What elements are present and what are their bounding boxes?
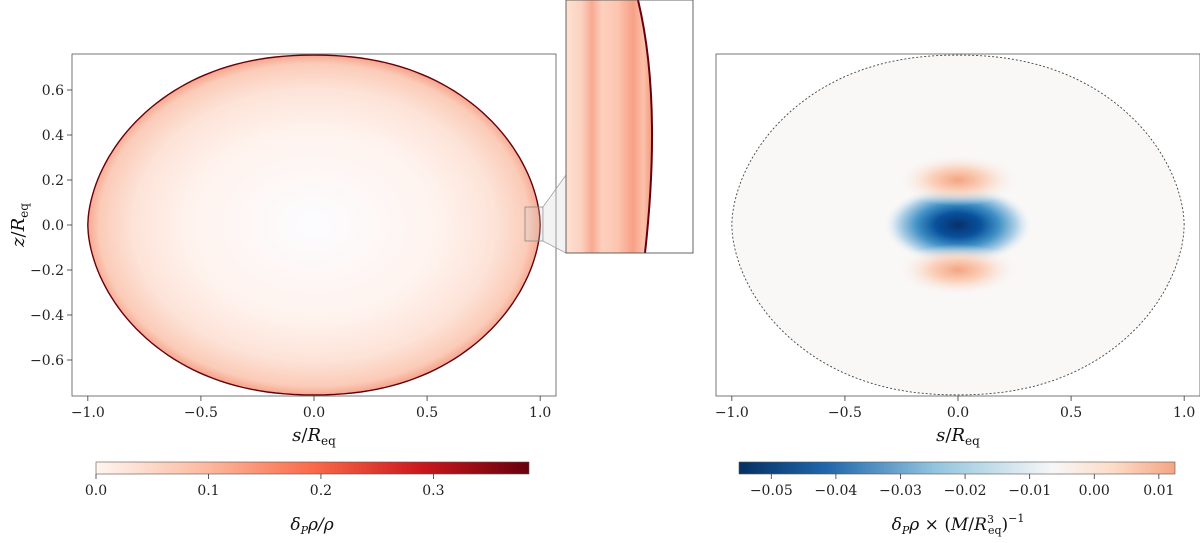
x-tick-label: −0.5	[184, 405, 218, 421]
right-heatmap-field	[731, 54, 1185, 396]
left-colorbar-gradient	[95, 461, 530, 475]
x-tick-label: 0.0	[947, 405, 969, 421]
right-panel: −1.0 −0.5 0.0 0.5 1.0 s/Req	[715, 53, 1200, 448]
right-surface-outline	[731, 54, 1185, 396]
y-tick-label: 0.0	[42, 218, 64, 234]
inset-zoom-region-marker	[524, 206, 544, 242]
colorbar-tick-label: 0.3	[422, 483, 444, 499]
colorbar-tick-label: 0.01	[1143, 483, 1174, 499]
inset-frame	[565, 0, 694, 254]
left-surface-line	[87, 54, 541, 396]
left-y-axis-title: z/Req	[8, 203, 31, 248]
y-tick-label: 0.2	[42, 173, 64, 189]
positive-lobe-1	[896, 154, 1020, 206]
left-y-axis: −0.6 −0.4 −0.2 0.0 0.2 0.4 0.6	[30, 83, 72, 369]
right-colorbar-gradient	[738, 461, 1176, 475]
left-colorbar-ticks: 0.0 0.1 0.2 0.3	[85, 474, 445, 499]
y-tick-label: −0.2	[30, 263, 64, 279]
right-colorbar-ticks: −0.05 −0.04 −0.03 −0.02 −0.01 0.00 0.01	[750, 474, 1174, 499]
colorbar-tick-label: −0.03	[879, 483, 922, 499]
colorbar-tick-label: 0.0	[85, 483, 107, 499]
colorbar-tick-label: 0.1	[197, 483, 219, 499]
x-tick-label: 0.5	[416, 405, 438, 421]
right-x-axis-title: s/Req	[936, 425, 980, 448]
negative-core-0	[883, 185, 1033, 265]
left-x-axis: −1.0 −0.5 0.0 0.5 1.0	[71, 396, 551, 421]
left-panel: −1.0 −0.5 0.0 0.5 1.0 −0.6 −0.4 −0.2 0.0 0.2 0.4 0…	[8, 53, 557, 448]
right-colorbar-label: δPρ × (M/R3 eq)−1	[892, 512, 1025, 537]
left-colorbar: 0.0 0.1 0.2 0.3 δPρ/ρ	[85, 461, 530, 537]
y-tick-label: −0.4	[30, 308, 64, 324]
inset-surface-line	[637, 0, 654, 254]
right-colorbar: −0.05 −0.04 −0.03 −0.02 −0.01 0.00 0.01 δPρ × …	[738, 461, 1176, 537]
inset-connector-fan	[543, 175, 566, 253]
x-tick-label: 1.0	[1173, 405, 1195, 421]
y-tick-label: 0.6	[42, 83, 64, 99]
colorbar-tick-label: −0.02	[944, 483, 987, 499]
left-heatmap-field	[87, 54, 541, 396]
x-tick-label: −1.0	[71, 405, 105, 421]
y-tick-label: −0.6	[30, 353, 64, 369]
inset-field-band	[566, 0, 653, 253]
positive-lobe-2	[896, 244, 1020, 296]
colorbar-tick-label: 0.2	[310, 483, 332, 499]
zoom-inset	[524, 0, 694, 254]
x-tick-label: 0.0	[303, 405, 325, 421]
right-x-axis: −1.0 −0.5 0.0 0.5 1.0	[715, 396, 1195, 421]
x-tick-label: −1.0	[715, 405, 749, 421]
y-tick-label: 0.4	[42, 128, 64, 144]
left-colorbar-label: δPρ/ρ	[290, 515, 333, 537]
inset-connector-bottom	[542, 240, 567, 254]
left-x-axis-title: s/Req	[292, 425, 336, 448]
colorbar-tick-label: −0.05	[750, 483, 793, 499]
inset-connector-top	[542, 174, 567, 208]
left-field-interior	[87, 55, 541, 395]
x-tick-label: −0.5	[828, 405, 862, 421]
colorbar-tick-label: −0.04	[814, 483, 857, 499]
x-tick-label: 0.5	[1060, 405, 1082, 421]
colorbar-tick-label: −0.01	[1008, 483, 1051, 499]
colorbar-tick-label: 0.00	[1079, 483, 1110, 499]
x-tick-label: 1.0	[529, 405, 551, 421]
